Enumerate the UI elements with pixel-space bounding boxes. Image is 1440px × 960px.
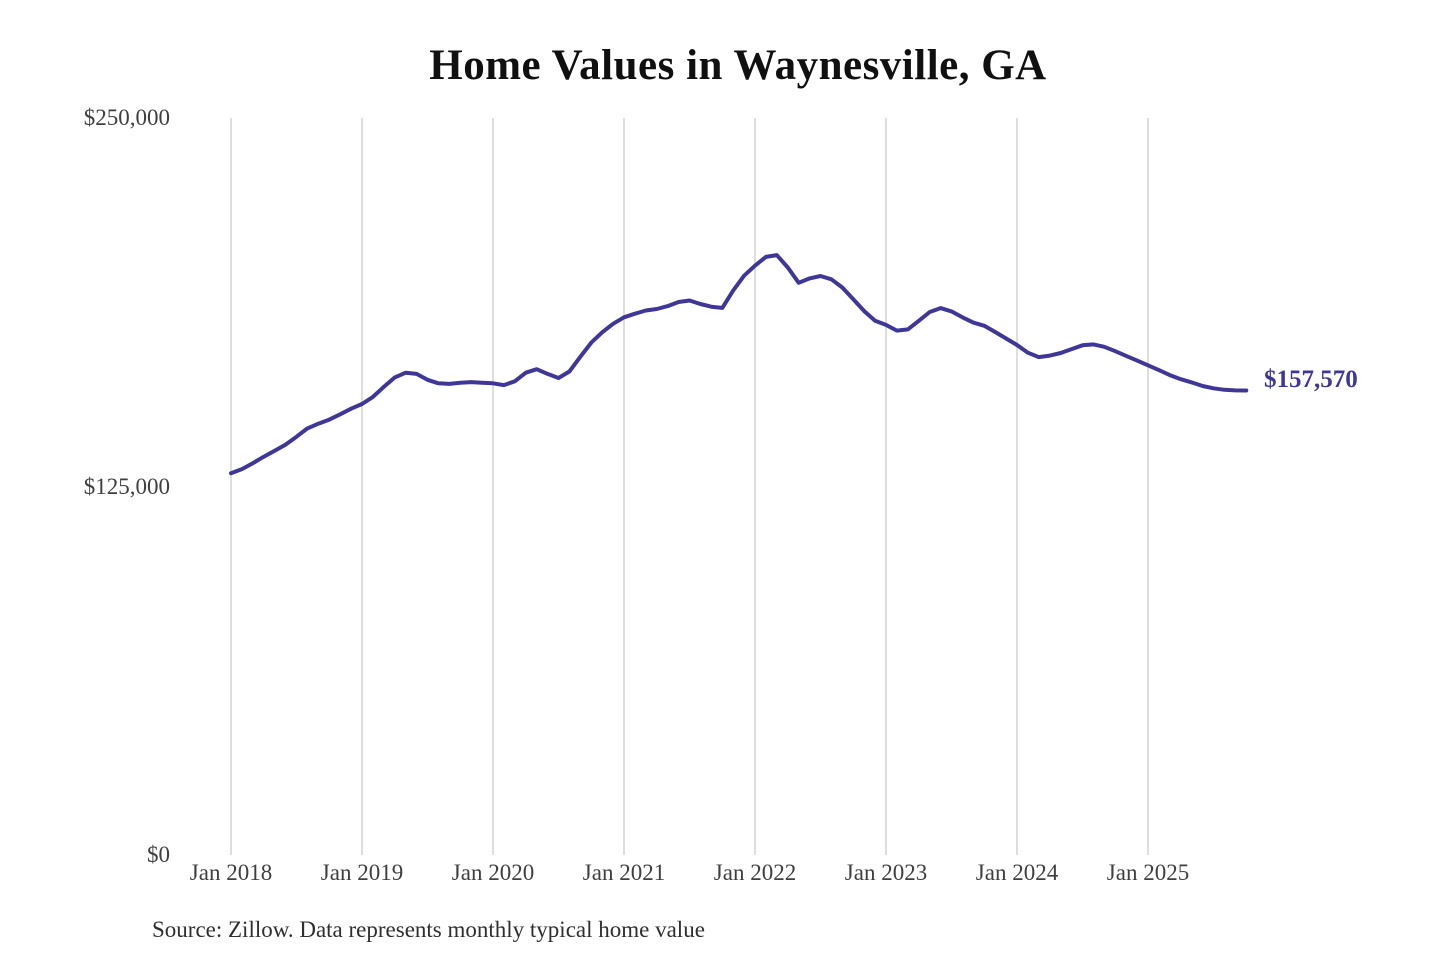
y-axis-label-125000: $125,000 (83, 473, 170, 499)
home-value-line (229, 253, 1249, 476)
x-axis-label-jan-2018: Jan 2018 (189, 860, 273, 885)
chart-title: Home Values in Waynesville, GA (429, 42, 1047, 89)
x-axis-label-jan-2023: Jan 2023 (844, 860, 928, 885)
x-axis-label-jan-2019: Jan 2019 (320, 860, 404, 885)
x-axis-label-jan-2021: Jan 2021 (582, 860, 666, 885)
end-value-label: $157,570 (1264, 366, 1358, 393)
x-axis-label-jan-2024: Jan 2024 (975, 860, 1059, 885)
y-axis-label-0: $0 (147, 842, 170, 868)
y-axis-label-250000: $250,000 (83, 105, 170, 131)
source-note: Source: Zillow. Data represents monthly … (152, 917, 705, 942)
x-axis-label-jan-2020: Jan 2020 (451, 860, 535, 885)
x-axis-label-jan-2022: Jan 2022 (713, 860, 797, 885)
x-axis-label-jan-2025: Jan 2025 (1106, 860, 1190, 885)
